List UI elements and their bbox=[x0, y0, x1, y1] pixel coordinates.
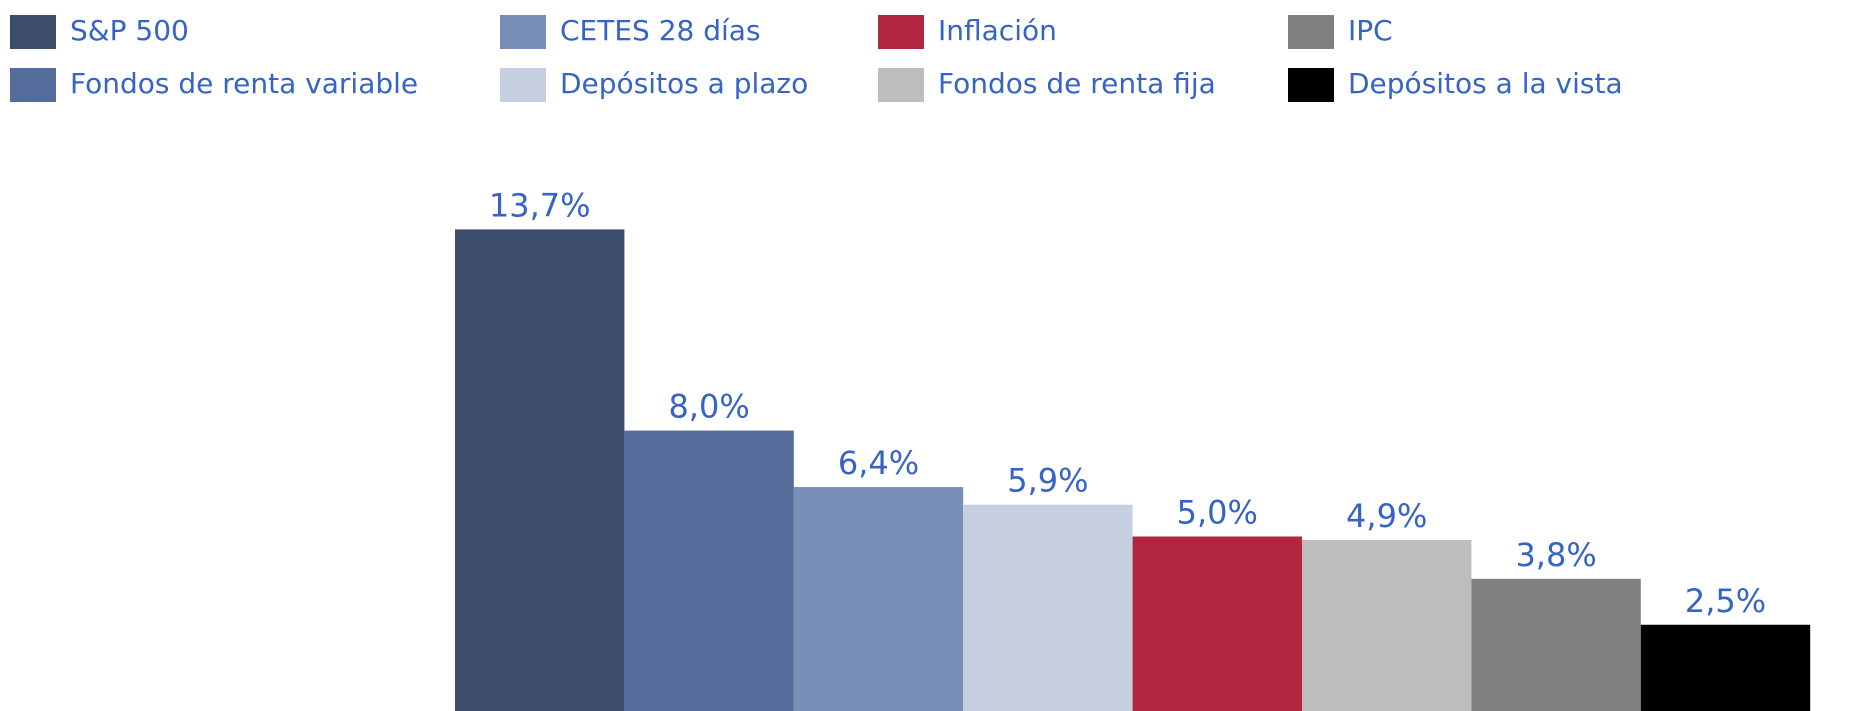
value-label: 4,9% bbox=[1346, 497, 1427, 535]
legend-swatch bbox=[500, 68, 546, 102]
legend-label: Depósitos a plazo bbox=[560, 67, 808, 100]
bar bbox=[793, 487, 964, 711]
legend-label: Fondos de renta fija bbox=[938, 67, 1216, 100]
value-label: 3,8% bbox=[1515, 536, 1596, 574]
legend-swatch bbox=[878, 68, 924, 102]
legend-label: Depósitos a la vista bbox=[1348, 67, 1623, 100]
bar bbox=[624, 430, 794, 711]
bar bbox=[1132, 536, 1302, 711]
value-label: 8,0% bbox=[668, 388, 749, 426]
value-label: 5,9% bbox=[1007, 462, 1088, 500]
bar bbox=[963, 504, 1133, 711]
legend-swatch bbox=[10, 15, 56, 49]
legend-label: CETES 28 días bbox=[560, 14, 761, 47]
legend-swatch bbox=[1288, 68, 1334, 102]
bar bbox=[455, 229, 625, 711]
bar bbox=[1471, 578, 1641, 711]
bar bbox=[1640, 624, 1811, 711]
bar bbox=[1302, 540, 1472, 711]
legend-swatch bbox=[878, 15, 924, 49]
value-label: 2,5% bbox=[1685, 582, 1766, 620]
legend-swatch bbox=[1288, 15, 1334, 49]
legend-label: Fondos de renta variable bbox=[70, 67, 418, 100]
legend-swatch bbox=[10, 68, 56, 102]
value-label: 6,4% bbox=[838, 444, 919, 482]
legend-label: S&P 500 bbox=[70, 14, 189, 47]
legend-swatch bbox=[500, 15, 546, 49]
legend-label: IPC bbox=[1348, 14, 1393, 47]
legend-label: Inflación bbox=[938, 14, 1057, 47]
value-label: 5,0% bbox=[1177, 494, 1258, 532]
value-label: 13,7% bbox=[489, 186, 591, 224]
